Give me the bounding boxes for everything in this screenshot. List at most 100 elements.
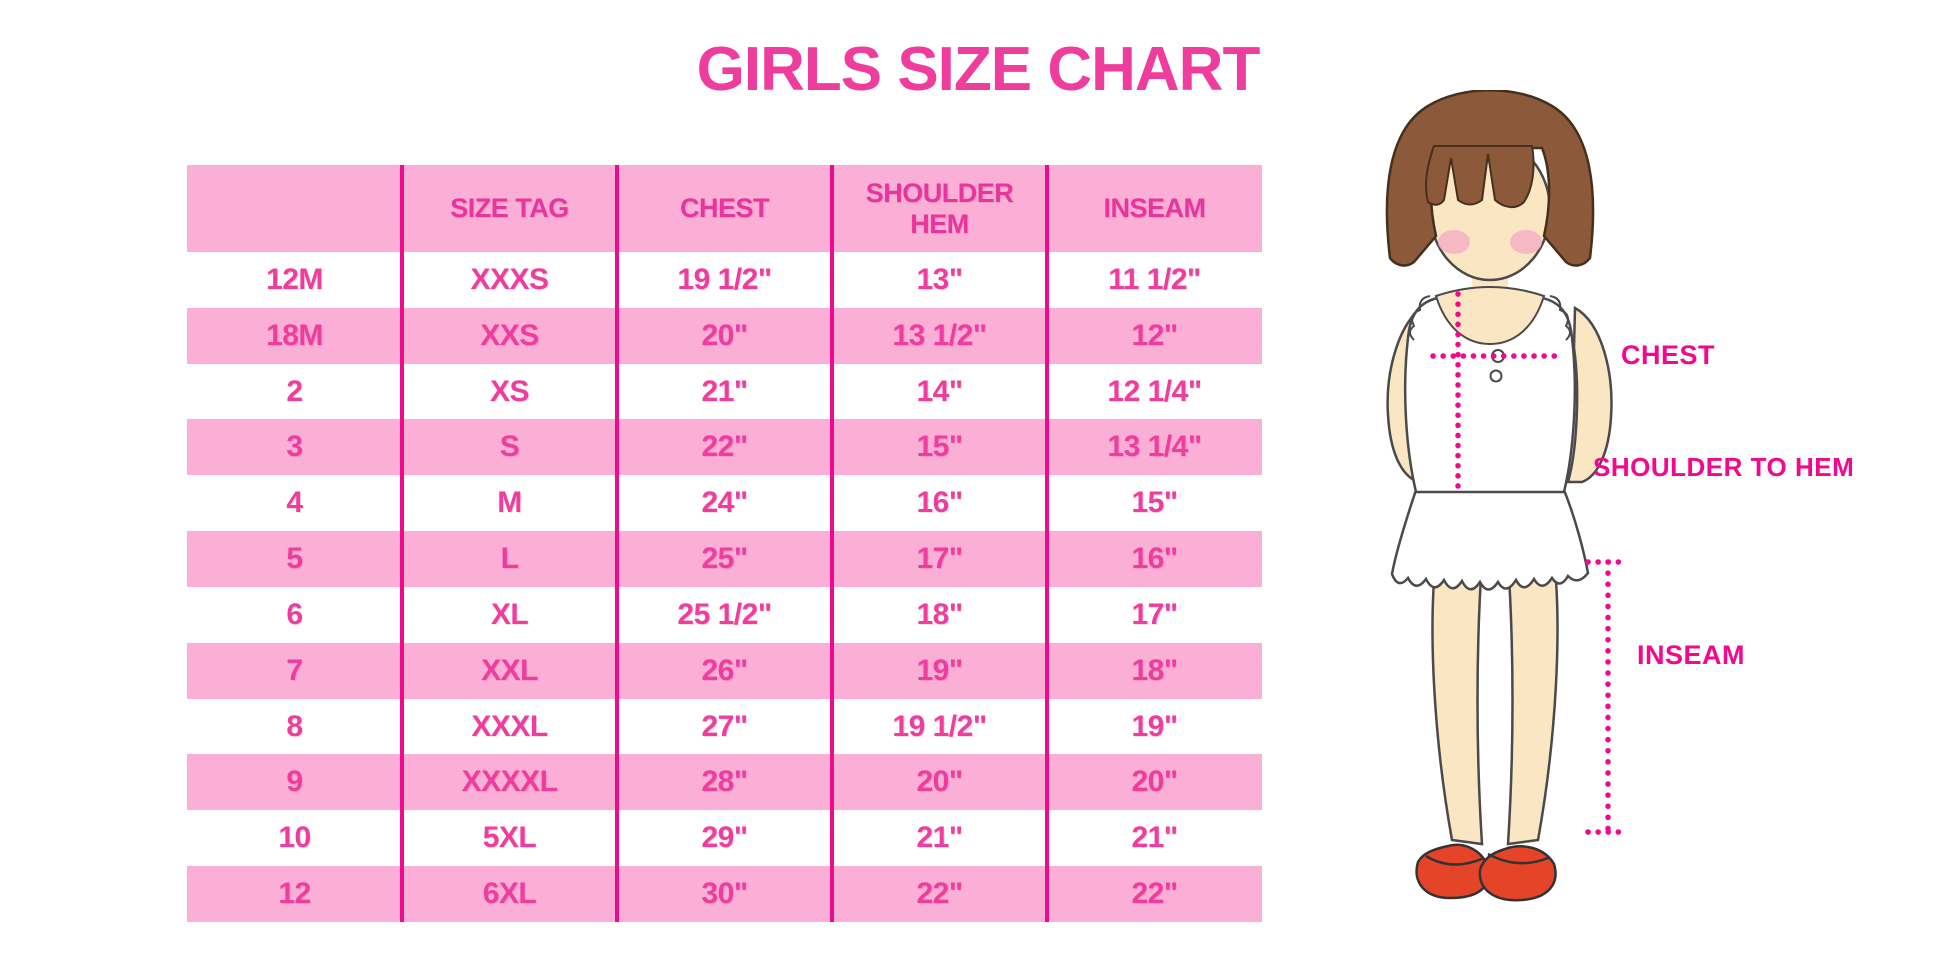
table-cell: 26" — [701, 653, 748, 687]
table-row: 3 S 22" 15" 13 1/4" — [187, 419, 1262, 476]
table-cell: 21" — [916, 821, 963, 855]
table-cell: 20" — [701, 318, 748, 352]
table-header-cell: SIZE TAG — [450, 193, 569, 223]
table-cell: 10 — [278, 821, 311, 855]
table-cell: 17" — [1131, 597, 1178, 631]
shoulder-ruffle — [1549, 295, 1571, 341]
size-table: SIZE TAG CHEST SHOULDER HEM INSEAM 12M XX… — [187, 165, 1262, 922]
table-header-row: SIZE TAG CHEST SHOULDER HEM INSEAM — [187, 165, 1262, 252]
table-row: 7 XXL 26" 19" 18" — [187, 642, 1262, 699]
table-row: 8 XXXL 27" 19 1/2" 19" — [187, 699, 1262, 755]
table-cell: 6 — [286, 597, 303, 631]
page-title: GIRLS SIZE CHART — [696, 35, 1261, 104]
table-header-cell: CHEST — [679, 193, 770, 223]
column-separator — [615, 165, 619, 922]
table-row: 5 L 25" 17" 16" — [187, 531, 1262, 587]
girl-right-arm — [1566, 305, 1613, 484]
table-cell: 12 1/4" — [1107, 374, 1202, 408]
table-cell: XXL — [481, 653, 538, 687]
table-cell: 30" — [701, 877, 748, 911]
table-row: 9 XXXXL 28" 20" 20" — [187, 754, 1262, 811]
shoulder-to-hem-label: SHOULDER TO HEM — [1593, 452, 1855, 482]
table-cell: 6XL — [482, 877, 537, 911]
table-cell: 9 — [286, 765, 303, 799]
girl-right-leg — [1506, 556, 1559, 846]
table-row: 10 5XL 29" 21" 21" — [187, 810, 1262, 866]
table-cell: XXXS — [470, 262, 549, 296]
table-cell: 8 — [286, 709, 303, 743]
table-cell: 25 1/2" — [677, 597, 772, 631]
table-cell: 21" — [1131, 821, 1178, 855]
top-button — [1489, 369, 1503, 383]
table-cell: 5 — [286, 542, 303, 576]
table-cell: 22" — [916, 877, 963, 911]
table-cell: 16" — [1131, 542, 1178, 576]
table-cell: 29" — [701, 821, 748, 855]
girl-illustration — [1385, 90, 1631, 902]
table-cell: 18" — [1131, 653, 1178, 687]
girl-skirt — [1390, 488, 1590, 591]
table-cell: S — [499, 430, 520, 464]
table-row: 2 XS 21" 14" 12 1/4" — [187, 364, 1262, 420]
table-header-cell: SHOULDER HEM — [865, 177, 1014, 239]
table-cell: 20" — [1131, 765, 1178, 799]
table-cell: 20" — [916, 765, 963, 799]
table-cell: 22" — [701, 430, 748, 464]
table-cell: 16" — [916, 486, 963, 520]
table-cell: XXXL — [471, 709, 548, 743]
shoe-strap — [1425, 854, 1485, 866]
table-cell: 13" — [916, 262, 963, 296]
table-cell: 13 1/2" — [892, 318, 987, 352]
table-cell: 7 — [286, 653, 303, 687]
table-cell: 19" — [1131, 709, 1178, 743]
table-row: 18M XXS 20" 13 1/2" 12" — [187, 307, 1262, 364]
table-cell: 24" — [701, 486, 748, 520]
table-cell: XXXXL — [461, 765, 558, 799]
column-separator — [1045, 165, 1049, 922]
table-cell: 15" — [1131, 486, 1178, 520]
girl-cheek — [1438, 230, 1470, 254]
table-cell: 27" — [701, 709, 748, 743]
table-cell: 2 — [286, 374, 303, 408]
table-cell: 19" — [916, 653, 963, 687]
table-cell: 11 1/2" — [1108, 262, 1201, 296]
table-cell: 28" — [701, 765, 748, 799]
shoulder-ruffle — [1409, 295, 1431, 341]
table-cell: 14" — [916, 374, 963, 408]
table-cell: 25" — [701, 542, 748, 576]
table-row: 12 6XL 30" 22" 22" — [187, 866, 1262, 922]
table-cell: 18M — [266, 318, 323, 352]
table-cell: 12 — [278, 877, 311, 911]
table-cell: 22" — [1131, 877, 1178, 911]
table-cell: 15" — [916, 430, 963, 464]
table-cell: 17" — [916, 542, 963, 576]
table-cell: M — [497, 486, 522, 520]
table-cell: XL — [490, 597, 529, 631]
table-body: 12M XXXS 19 1/2" 13" 11 1/2" 18M XXS 20" 13 1/2"… — [187, 252, 1262, 922]
table-cell: 12" — [1131, 318, 1178, 352]
inseam-label: INSEAM — [1637, 640, 1746, 670]
table-cell: 19 1/2" — [892, 709, 987, 743]
table-row: 6 XL 25 1/2" 18" 17" — [187, 587, 1262, 643]
table-cell: 5XL — [482, 821, 537, 855]
table-cell: 13 1/4" — [1107, 430, 1202, 464]
girl-neckline — [1434, 285, 1546, 346]
girl-cheek — [1510, 230, 1542, 254]
chest-label: CHEST — [1621, 340, 1716, 370]
table-cell: 21" — [701, 374, 748, 408]
table-row: 4 M 24" 16" 15" — [187, 475, 1262, 531]
girl-left-leg — [1431, 556, 1484, 846]
table-cell: 12M — [266, 262, 323, 296]
column-separator — [400, 165, 404, 922]
table-row: 12M XXXS 19 1/2" 13" 11 1/2" — [187, 252, 1262, 308]
table-cell: XS — [489, 374, 530, 408]
shoe-strap — [1487, 852, 1549, 865]
table-header-cell: INSEAM — [1103, 193, 1206, 223]
table-cell: 3 — [286, 430, 303, 464]
table-cell: 19 1/2" — [677, 262, 772, 296]
table-cell: 18" — [916, 597, 963, 631]
girl-left-shoe — [1415, 843, 1490, 900]
column-separator — [830, 165, 834, 922]
girl-bangs — [1425, 145, 1535, 208]
